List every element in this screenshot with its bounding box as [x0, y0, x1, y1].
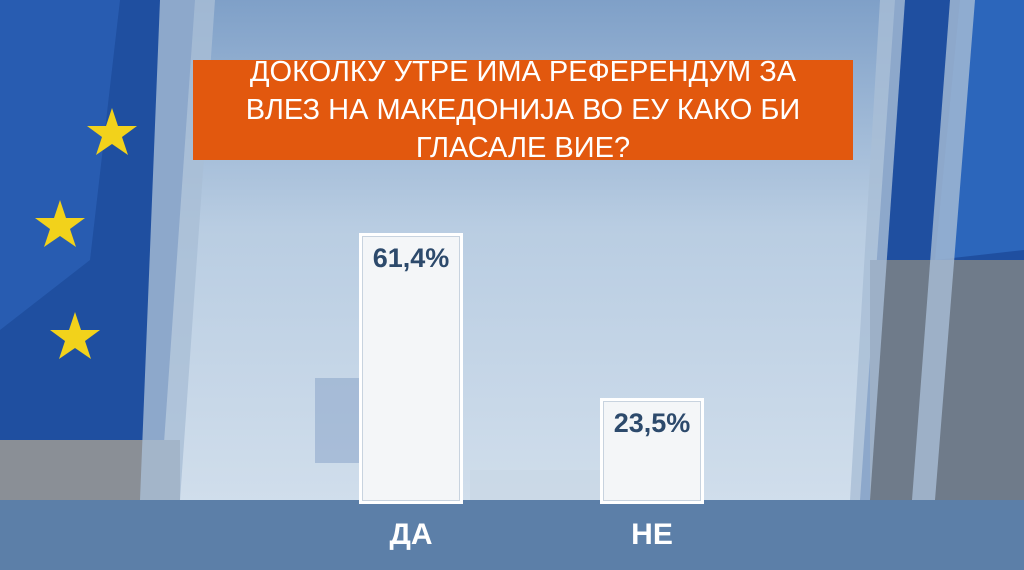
chart-title: ДОКОЛКУ УТРЕ ИМА РЕФЕРЕНДУМ ЗА ВЛЕЗ НА М… [193, 56, 853, 164]
bar [359, 232, 463, 504]
x-tick-label: ДА [389, 518, 433, 551]
x-tick-label: НЕ [631, 518, 673, 551]
value-label: 61,4% [372, 242, 450, 273]
category-band [0, 500, 1024, 570]
bar [600, 397, 704, 504]
value-label: 23,5% [613, 407, 691, 438]
